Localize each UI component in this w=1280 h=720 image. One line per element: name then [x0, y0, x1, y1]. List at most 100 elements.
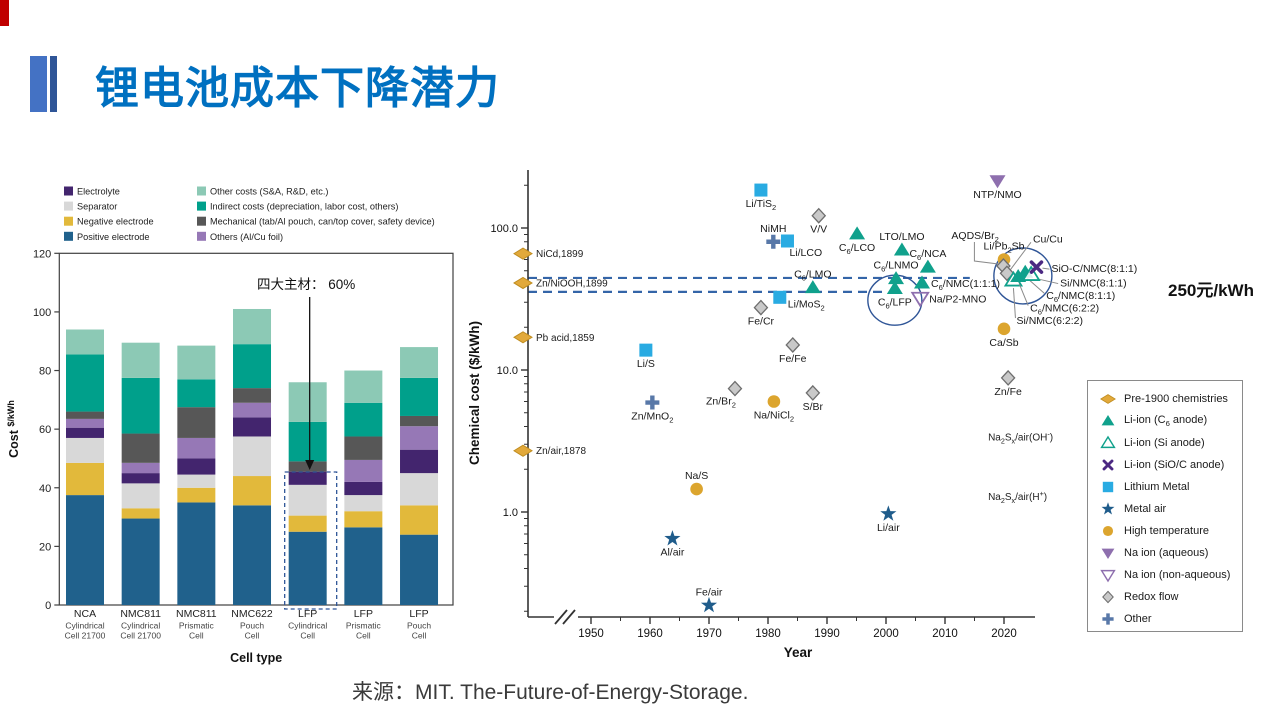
tri-down-open-icon	[1100, 569, 1116, 583]
point-label: Na/S	[685, 470, 708, 482]
star-glyph	[1101, 502, 1115, 515]
bar-segment	[66, 437, 104, 463]
bar-segment	[344, 511, 383, 528]
bar-category-label: NCA	[74, 608, 96, 620]
bar-category-label: LFP	[409, 608, 428, 620]
bar-segment	[66, 462, 104, 496]
bar-category-sub: Prismatic	[179, 621, 215, 631]
point-label: LTO/LMO	[879, 231, 924, 243]
scatter-point	[805, 384, 821, 401]
legend-item-label: High temperature	[1124, 525, 1209, 537]
point-label: Zn/Fe	[994, 386, 1022, 398]
legend-item-label: Li-ion (SiO/C anode)	[1124, 459, 1225, 471]
point-label: Fe/Cr	[748, 316, 775, 328]
point-label: Na/NiCl2	[754, 410, 794, 424]
bar-segment	[400, 534, 439, 605]
point-label: NiMH	[760, 223, 786, 235]
bar-category-sub: Cylindrical	[288, 621, 327, 631]
legend-item: Lithium Metal	[1098, 476, 1242, 498]
bar-category-label: NMC622	[231, 608, 273, 620]
legend-item: Other	[1098, 608, 1242, 630]
bar-segment	[66, 427, 104, 438]
y-tick-label: 120	[33, 248, 51, 260]
label-leader-line	[973, 242, 999, 265]
bar-segment	[344, 495, 383, 512]
bar-segment	[233, 402, 272, 418]
point-label: C6/NMC(6:2:2)	[1030, 303, 1099, 317]
bar-segment	[288, 515, 327, 532]
bar-segment	[233, 344, 272, 389]
scatter-point	[754, 183, 768, 197]
x-tick-label: 1960	[637, 628, 663, 640]
point-label: S/Br	[803, 401, 824, 413]
point-label: Li/TiS2	[746, 198, 777, 212]
label-leader-line	[1009, 241, 1032, 271]
chemistry-label: Na2Sx/air(H+)	[988, 489, 1047, 505]
point-label: V/V	[810, 224, 827, 236]
scatter-point	[639, 343, 653, 357]
bar-segment	[177, 379, 216, 408]
bar-legend-label: Separator	[77, 202, 117, 212]
tri-up-open-glyph	[1100, 435, 1116, 449]
bar-category-sub: Cell	[412, 631, 427, 641]
bar-segment	[121, 433, 160, 463]
bar-segment	[288, 531, 327, 605]
bar-category-sub: Cell	[245, 631, 260, 641]
cost-target-label: 250元/kWh	[1168, 281, 1254, 300]
bar-segment	[121, 518, 160, 605]
square-glyph	[1102, 481, 1114, 493]
point-label: C6/LNMO	[873, 260, 918, 274]
bar-legend-swatch	[197, 216, 206, 226]
bar-segment	[177, 502, 216, 605]
bar-category-sub: Pouch	[240, 621, 264, 631]
scatter-point	[919, 259, 936, 273]
point-label: Li/Pb2Sb	[984, 241, 1025, 255]
bar-segment	[344, 402, 383, 437]
point-label: C6/NMC(1:1:1)	[931, 278, 1000, 292]
bar-legend-swatch	[64, 201, 73, 211]
bar-segment	[344, 527, 383, 605]
plus-glyph	[1102, 613, 1114, 625]
bar-segment	[121, 462, 160, 474]
scatter-point	[767, 395, 781, 408]
square-icon	[1102, 481, 1114, 493]
diamond-icon	[1102, 590, 1114, 604]
scatter-yaxis-title: Chemical cost ($/kWh)	[467, 321, 482, 465]
bar-segment	[121, 342, 160, 378]
point-label: C6/NMC(8:1:1)	[1046, 290, 1115, 304]
title-accent-bar-light	[30, 56, 47, 112]
y-tick-label: 40	[39, 483, 51, 495]
diamond-wide-icon	[1100, 394, 1116, 404]
pre1900-label: NiCd,1899	[536, 249, 584, 260]
tri-down-open-glyph	[1100, 569, 1116, 583]
scatter-point	[785, 337, 801, 353]
legend-item: Redox flow	[1098, 586, 1242, 608]
bar-segment	[288, 461, 327, 472]
bar-category-sub: Cell	[356, 631, 371, 641]
bar-category-sub: Pouch	[407, 621, 431, 631]
bar-segment	[400, 377, 439, 416]
y-tick-label: 20	[39, 541, 51, 553]
annotation-arrow-head	[305, 460, 315, 470]
bar-legend-swatch	[197, 231, 206, 241]
legend-item-label: Na ion (aqueous)	[1124, 547, 1209, 559]
label-leader-line	[1042, 267, 1050, 270]
title-accent-bar-dark	[50, 56, 57, 112]
scatter-point	[700, 596, 718, 613]
point-label: Fe/Fe	[779, 353, 807, 365]
scatter-legend: Pre-1900 chemistries Li-ion (C6 anode) Li-…	[1087, 380, 1243, 632]
source-line: 来源：MIT. The-Future-of-Energy-Storage.	[352, 676, 748, 706]
y-tick-label: 60	[39, 424, 51, 436]
pre1900-marker	[513, 247, 533, 260]
bar-segment	[233, 417, 272, 437]
bar-segment	[66, 411, 104, 419]
bar-segment	[400, 426, 439, 450]
bar-segment	[121, 508, 160, 519]
legend-item: Metal air	[1098, 498, 1242, 520]
bar-segment	[233, 436, 272, 477]
bar-segment	[121, 377, 160, 434]
x-tick-label: 2010	[932, 628, 958, 640]
bar-category-sub: Cylindrical	[121, 621, 160, 631]
bar-category-label: LFP	[298, 608, 317, 620]
y-tick-label: 80	[39, 366, 51, 378]
